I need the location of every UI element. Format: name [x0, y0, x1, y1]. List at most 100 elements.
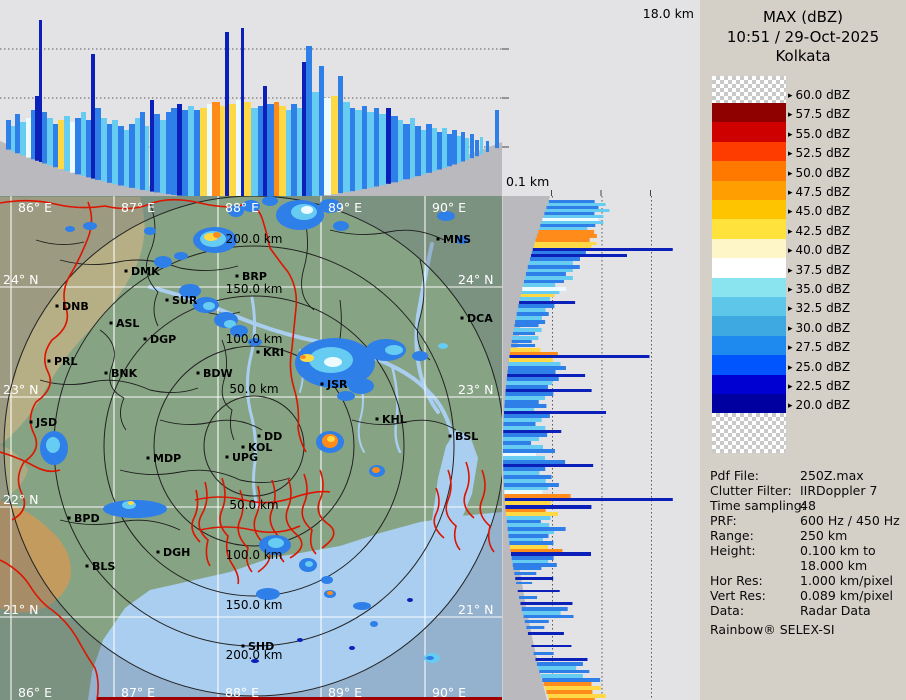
svg-text:BDW: BDW — [203, 367, 233, 380]
metadata-value: 0.089 km/pixel — [800, 588, 893, 603]
svg-text:JSR: JSR — [326, 378, 348, 391]
station-name: Kolkata — [775, 47, 831, 65]
legend-tick-arrow-icon: ▸ — [788, 246, 793, 257]
svg-text:86° E: 86° E — [18, 685, 52, 700]
metadata-value: IIRDoppler 7 — [800, 483, 878, 498]
svg-text:23° N: 23° N — [3, 382, 38, 397]
legend-entry: ▸ 30.0 dBZ — [788, 321, 850, 335]
metadata-label: Height: — [710, 543, 756, 558]
svg-text:86° E: 86° E — [18, 200, 52, 215]
svg-text:SUR: SUR — [172, 294, 198, 307]
svg-text:150.0 km: 150.0 km — [226, 282, 283, 296]
city-marker-DGH: DGH — [156, 546, 190, 559]
city-marker-DCA: DCA — [460, 312, 493, 325]
legend-value-label: 37.5 dBZ — [795, 262, 851, 277]
svg-text:JSD: JSD — [35, 416, 57, 429]
city-marker-MNS: MNS — [436, 233, 471, 246]
svg-text:UPG: UPG — [232, 451, 258, 464]
metadata-label: PRF: — [710, 513, 737, 528]
legend-tick-arrow-icon: ▸ — [788, 401, 793, 412]
legend-entry: ▸ 22.5 dBZ — [788, 379, 850, 393]
svg-text:88° E: 88° E — [225, 685, 259, 700]
legend-entry: ▸ 50.0 dBZ — [788, 166, 850, 180]
city-marker-DD: DD — [257, 430, 282, 443]
metadata-value: 48 — [800, 498, 816, 513]
city-marker-DNB: DNB — [55, 300, 89, 313]
legend-value-label: 47.5 dBZ — [795, 185, 851, 199]
legend-value-label: 45.0 dBZ — [795, 204, 851, 219]
city-marker-UPG: UPG — [225, 451, 258, 464]
svg-text:BRP: BRP — [242, 270, 267, 283]
city-marker-BPD: BPD — [67, 512, 100, 525]
svg-text:BPD: BPD — [74, 512, 100, 525]
legend-tick-arrow-icon: ▸ — [788, 343, 793, 354]
legend-value-label: 20.0 dBZ — [795, 398, 851, 413]
east-west-height-profile-panel[interactable] — [0, 0, 502, 196]
svg-text:87° E: 87° E — [121, 200, 155, 215]
metadata-label: Vert Res: — [710, 588, 766, 603]
legend-entry: ▸ 32.5 dBZ — [788, 301, 850, 315]
color-swatch — [712, 219, 786, 239]
color-swatch — [712, 258, 786, 278]
height-axis-corner: 18.0 km 0.1 km — [502, 0, 700, 196]
legend-value-label: 52.5 dBZ — [795, 146, 851, 161]
color-swatch — [712, 355, 786, 375]
legend-entry: ▸ 37.5 dBZ — [788, 263, 850, 277]
legend-tick-arrow-icon: ▸ — [788, 149, 793, 160]
svg-text:BSL: BSL — [455, 430, 478, 443]
legend-tick-arrow-icon: ▸ — [788, 168, 793, 179]
legend-entry: ▸ 55.0 dBZ — [788, 127, 850, 141]
city-marker-DMK: DMK — [124, 265, 160, 278]
svg-text:MNS: MNS — [443, 233, 471, 246]
svg-text:100.0 km: 100.0 km — [226, 548, 283, 562]
metadata-label: Time sampling: — [710, 498, 806, 513]
legend-tick-arrow-icon: ▸ — [788, 362, 793, 373]
svg-text:90° E: 90° E — [432, 685, 466, 700]
height-axis-ticks — [502, 48, 651, 196]
color-swatch — [712, 277, 786, 297]
timestamp: 10:51 / 29-Oct-2025 — [726, 28, 880, 46]
height-axis-min-label: 0.1 km — [506, 174, 550, 189]
svg-text:89° E: 89° E — [328, 200, 362, 215]
city-marker-BNK: BNK — [104, 367, 138, 380]
metadata-value: 1.000 km/pixel — [800, 573, 893, 588]
svg-text:87° E: 87° E — [121, 685, 155, 700]
legend-entry: ▸ 45.0 dBZ — [788, 204, 850, 218]
legend-panel: MAX (dBZ) 10:51 / 29-Oct-2025 Kolkata ▸ 6… — [700, 0, 906, 700]
svg-text:200.0 km: 200.0 km — [226, 232, 283, 246]
north-south-height-profile-panel[interactable] — [502, 196, 701, 700]
legend-entry: ▸ 27.5 dBZ — [788, 340, 850, 354]
svg-text:24° N: 24° N — [458, 272, 493, 287]
legend-tick-arrow-icon: ▸ — [788, 129, 793, 140]
svg-text:MDP: MDP — [153, 452, 181, 465]
city-marker-SHD: SHD — [241, 640, 274, 653]
vendor-footer: Rainbow® SELEX-SI — [710, 622, 835, 637]
color-swatch — [712, 122, 786, 142]
city-marker-PRL: PRL — [47, 355, 78, 368]
legend-value-label: 22.5 dBZ — [795, 379, 851, 393]
radar-map-panel[interactable]: 50.0 km 50.0 km 100.0 km 100.0 km 150.0 km 15… — [0, 196, 502, 700]
svg-text:BLS: BLS — [92, 560, 115, 573]
legend-value-label: 30.0 dBZ — [795, 320, 851, 335]
city-marker-JSD: JSD — [29, 416, 57, 429]
legend-entry: ▸ 40.0 dBZ — [788, 243, 850, 257]
ew-profile-canvas — [0, 0, 502, 196]
legend-tick-arrow-icon: ▸ — [788, 285, 793, 295]
legend-entry: ▸ 42.5 dBZ — [788, 224, 850, 238]
svg-text:88° E: 88° E — [225, 200, 259, 215]
product-title: MAX (dBZ) — [762, 8, 844, 26]
svg-text:150.0 km: 150.0 km — [226, 598, 283, 612]
city-marker-BSL: BSL — [448, 430, 478, 443]
height-axis-max-label: 18.0 km — [642, 6, 694, 21]
legend-value-label: 32.5 dBZ — [795, 301, 851, 316]
legend-tick-arrow-icon: ▸ — [788, 265, 793, 276]
ns-profile-canvas — [503, 196, 701, 700]
metadata-label: Pdf File: — [710, 468, 759, 483]
metadata-value: 600 Hz / 450 Hz — [800, 513, 900, 528]
svg-text:90° E: 90° E — [432, 200, 466, 215]
metadata-value: Radar Data — [800, 603, 871, 618]
svg-text:DNB: DNB — [62, 300, 89, 313]
svg-text:DGP: DGP — [150, 333, 176, 346]
legend-entry: ▸ 20.0 dBZ — [788, 398, 850, 412]
color-swatch — [712, 141, 786, 162]
